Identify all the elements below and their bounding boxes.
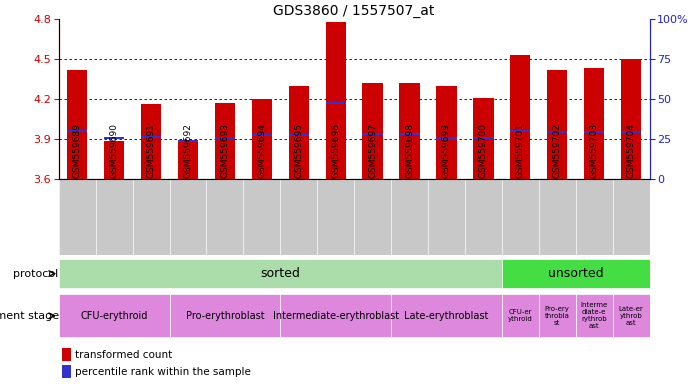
Text: protocol: protocol — [14, 268, 59, 279]
Bar — [289, 86, 309, 179]
Bar — [510, 55, 531, 179]
Bar — [178, 141, 198, 179]
Title: GDS3860 / 1557507_at: GDS3860 / 1557507_at — [274, 4, 435, 18]
Bar — [502, 294, 539, 338]
Bar — [215, 137, 235, 139]
Bar — [141, 104, 161, 179]
Bar — [539, 294, 576, 338]
Text: Intermediate-erythroblast: Intermediate-erythroblast — [273, 311, 399, 321]
Bar — [621, 59, 641, 179]
Bar — [104, 137, 124, 139]
Text: CFU-erythroid: CFU-erythroid — [80, 311, 148, 321]
Bar — [399, 83, 419, 179]
Text: CFU-er
ythroid: CFU-er ythroid — [508, 310, 533, 322]
Bar — [59, 294, 169, 338]
Bar — [502, 259, 650, 288]
Bar — [547, 70, 567, 179]
Text: transformed count: transformed count — [75, 349, 173, 359]
Bar — [67, 130, 87, 132]
Bar — [613, 294, 650, 338]
Bar — [510, 130, 531, 132]
Text: Interme
diate-e
rythrob
ast: Interme diate-e rythrob ast — [580, 302, 608, 329]
Bar — [363, 83, 383, 179]
Text: sorted: sorted — [261, 267, 300, 280]
Bar — [62, 365, 71, 379]
Bar — [281, 294, 391, 338]
Text: Pro-ery
throbla
st: Pro-ery throbla st — [545, 306, 569, 326]
Text: unsorted: unsorted — [548, 267, 603, 280]
Bar — [391, 294, 502, 338]
Text: Late-erythroblast: Late-erythroblast — [404, 311, 489, 321]
Bar — [399, 133, 419, 136]
Bar — [436, 137, 457, 139]
Bar — [621, 131, 641, 133]
Bar — [325, 102, 346, 104]
Bar — [325, 22, 346, 179]
Bar — [584, 68, 605, 179]
Bar — [547, 131, 567, 133]
Bar — [363, 133, 383, 135]
Text: Pro-erythroblast: Pro-erythroblast — [186, 311, 264, 321]
Bar — [289, 134, 309, 136]
Bar — [62, 348, 71, 361]
Bar — [436, 86, 457, 179]
Bar — [169, 294, 281, 338]
Bar — [215, 103, 235, 179]
Text: percentile rank within the sample: percentile rank within the sample — [75, 367, 252, 377]
Bar — [252, 99, 272, 179]
Text: Late-er
ythrob
ast: Late-er ythrob ast — [618, 306, 643, 326]
Bar — [576, 294, 613, 338]
Bar — [584, 131, 605, 133]
Bar — [67, 70, 87, 179]
Bar — [59, 259, 502, 288]
Bar — [473, 137, 493, 139]
Bar — [473, 98, 493, 179]
Bar — [104, 141, 124, 179]
Bar — [252, 134, 272, 136]
Bar — [141, 136, 161, 138]
Bar — [178, 140, 198, 142]
Text: development stage: development stage — [0, 311, 59, 321]
